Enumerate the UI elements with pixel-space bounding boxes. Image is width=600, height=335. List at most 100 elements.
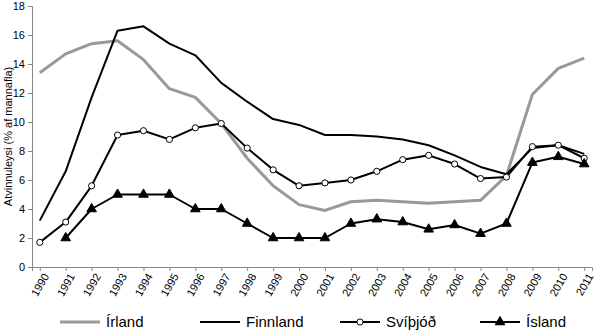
series-marker — [426, 152, 432, 158]
legend-label: Ísland — [526, 313, 566, 330]
series-marker — [450, 219, 460, 227]
legend-label: Írland — [106, 313, 144, 330]
y-tick-mark — [28, 93, 32, 94]
x-tick-label: 2004 — [392, 271, 415, 298]
y-tick-label: 18 — [13, 0, 25, 12]
y-tick-label: 12 — [13, 87, 25, 99]
x-tick: 2005 — [417, 267, 440, 298]
series-marker — [296, 183, 302, 189]
x-tick-label: 2008 — [495, 271, 518, 298]
legend: Írland Finnland Svíþjóð Ísland — [60, 313, 566, 330]
x-tick-mark — [247, 267, 248, 271]
x-tick-mark — [584, 267, 585, 271]
series-marker — [113, 189, 123, 197]
x-tick: 1992 — [80, 267, 103, 298]
legend-marker — [495, 316, 505, 324]
x-tick: 1990 — [29, 267, 52, 298]
legend-swatch — [60, 321, 100, 324]
x-tick-label: 2001 — [314, 271, 337, 298]
x-tick-label: 1996 — [184, 271, 207, 298]
series-marker — [452, 161, 458, 167]
y-tick: 16 — [13, 29, 32, 41]
series-marker — [191, 203, 201, 211]
x-tick: 1991 — [54, 267, 77, 298]
x-tick: 2007 — [469, 267, 492, 298]
y-tick-label: 4 — [19, 203, 25, 215]
series-marker — [503, 174, 509, 180]
series-marker — [89, 183, 95, 189]
series-marker — [63, 219, 69, 225]
y-tick-mark — [28, 122, 32, 123]
series-marker — [268, 232, 278, 240]
x-tick: 2002 — [340, 267, 363, 298]
y-tick: 2 — [19, 232, 32, 244]
x-tick-mark — [351, 267, 352, 271]
x-tick: 2008 — [495, 267, 518, 298]
y-tick: 4 — [19, 203, 32, 215]
x-tick-mark — [273, 267, 274, 271]
legend-item: Svíþjóð — [340, 313, 436, 330]
x-tick: 1998 — [236, 267, 259, 298]
x-tick-mark — [403, 267, 404, 271]
legend-item: Finnland — [200, 313, 304, 330]
series-marker — [502, 218, 512, 226]
y-tick-mark — [28, 151, 32, 152]
x-tick-label: 2003 — [366, 271, 389, 298]
y-tick: 14 — [13, 58, 32, 70]
series-marker — [218, 120, 224, 126]
series-marker — [398, 217, 408, 225]
x-tick-label: 2006 — [443, 271, 466, 298]
x-tick: 2011 — [573, 267, 595, 298]
x-tick-mark — [40, 267, 41, 271]
series-marker — [61, 232, 71, 240]
series-marker — [294, 232, 304, 240]
y-tick-mark — [28, 267, 32, 268]
y-tick-mark — [28, 180, 32, 181]
x-tick-mark — [325, 267, 326, 271]
x-tick-label: 2010 — [547, 271, 570, 298]
series-marker — [476, 228, 486, 236]
y-tick-label: 10 — [13, 116, 25, 128]
series-marker — [270, 167, 276, 173]
series-line — [40, 26, 584, 220]
x-tick-label: 2000 — [288, 271, 311, 298]
legend-item: Ísland — [480, 313, 566, 330]
series-marker — [244, 145, 250, 151]
legend-item: Írland — [60, 313, 144, 330]
legend-label: Svíþjóð — [386, 313, 436, 330]
x-tick-mark — [429, 267, 430, 271]
y-axis-title: Atvinnuleysi (% af mannafla) — [2, 67, 14, 206]
x-tick-mark — [195, 267, 196, 271]
series-marker — [555, 142, 561, 148]
y-axis: 024681012141618 — [13, 0, 33, 273]
series-marker — [87, 203, 97, 211]
x-tick: 2001 — [314, 267, 337, 298]
legend-label: Finnland — [246, 313, 304, 330]
plot: 0246810121416181990199119921993199419951… — [13, 0, 596, 298]
series-marker — [216, 203, 226, 211]
x-tick-label: 2011 — [573, 271, 595, 297]
x-tick-label: 1994 — [132, 271, 155, 298]
series-marker — [322, 180, 328, 186]
x-tick: 1997 — [210, 267, 233, 298]
legend-marker — [357, 319, 363, 325]
y-tick-label: 8 — [19, 145, 25, 157]
x-tick-mark — [558, 267, 559, 271]
x-tick-label: 1990 — [29, 271, 52, 298]
x-tick-mark — [118, 267, 119, 271]
x-tick: 1999 — [262, 267, 285, 298]
series-marker — [114, 132, 120, 138]
series-marker — [579, 159, 589, 167]
legend-swatch — [200, 321, 240, 323]
y-tick: 0 — [19, 261, 32, 273]
y-tick: 10 — [13, 116, 32, 128]
x-tick-mark — [92, 267, 93, 271]
series-marker — [320, 232, 330, 240]
y-tick-mark — [28, 209, 32, 210]
x-tick: 2003 — [366, 267, 389, 298]
series-marker — [477, 175, 483, 181]
series-marker — [139, 189, 149, 197]
x-tick: 2006 — [443, 267, 466, 298]
x-tick-mark — [377, 267, 378, 271]
series-marker — [37, 239, 43, 245]
